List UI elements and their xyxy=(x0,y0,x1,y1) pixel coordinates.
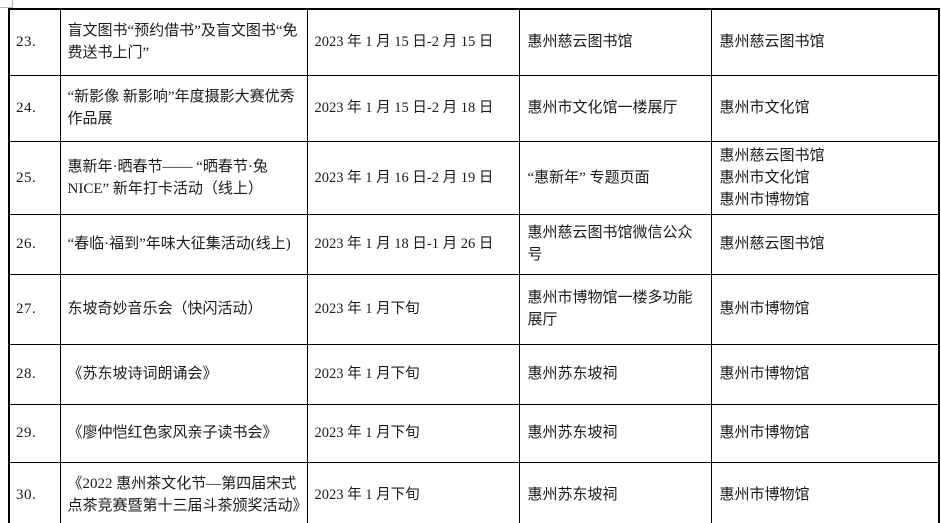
event-name-cell: “春临·福到”年味大征集活动(线上) xyxy=(59,213,308,275)
event-name-cell: 《廖仲恺红色家风亲子读书会》 xyxy=(59,403,308,463)
event-organizer-cell: 惠州慈云图书馆 xyxy=(710,213,940,275)
event-venue-cell: 惠州苏东坡祠 xyxy=(518,403,712,463)
row-number-cell: 25. xyxy=(8,140,61,215)
row-number-cell: 23. xyxy=(8,8,61,76)
table-row: 26. “春临·福到”年味大征集活动(线上) 2023 年 1 月 18 日-1… xyxy=(8,213,940,275)
row-number-cell: 26. xyxy=(8,213,61,275)
event-date-cell: 2023 年 1 月下旬 xyxy=(306,273,520,345)
event-organizer-cell: 惠州市博物馆 xyxy=(710,343,940,405)
event-venue-cell: 惠州市文化馆一楼展厅 xyxy=(518,74,712,142)
table-row: 30. 《2022 惠州茶文化节—第四届宋式点茶竞赛暨第十三届斗茶颁奖活动》 2… xyxy=(8,461,940,523)
event-date-cell: 2023 年 1 月下旬 xyxy=(306,403,520,463)
event-name-cell: 盲文图书“预约借书”及盲文图书“免费送书上门” xyxy=(59,8,308,76)
event-date-cell: 2023 年 1 月 16 日-2 月 19 日 xyxy=(306,140,520,215)
event-venue-cell: 惠州苏东坡祠 xyxy=(518,343,712,405)
event-date-cell: 2023 年 1 月下旬 xyxy=(306,461,520,523)
event-organizer-cell: 惠州慈云图书馆 惠州市文化馆 惠州市博物馆 xyxy=(710,140,940,215)
row-number-cell: 27. xyxy=(8,273,61,345)
table-row: 27. 东坡奇妙音乐会（快闪活动） 2023 年 1 月下旬 惠州市博物馆一楼多… xyxy=(8,273,940,345)
table-row: 28. 《苏东坡诗词朗诵会》 2023 年 1 月下旬 惠州苏东坡祠 惠州市博物… xyxy=(8,343,940,405)
event-venue-cell: 惠州慈云图书馆微信公众号 xyxy=(518,213,712,275)
event-venue-cell: “惠新年” 专题页面 xyxy=(518,140,712,215)
event-venue-cell: 惠州市博物馆一楼多功能展厅 xyxy=(518,273,712,345)
row-number-cell: 29. xyxy=(8,403,61,463)
cropped-row-artifact xyxy=(0,0,13,8)
event-name-cell: 东坡奇妙音乐会（快闪活动） xyxy=(59,273,308,345)
event-organizer-cell: 惠州市文化馆 xyxy=(710,74,940,142)
event-name-cell: 惠新年·晒春节—— “晒春节·兔NICE” 新年打卡活动（线上） xyxy=(59,140,308,215)
event-venue-cell: 惠州苏东坡祠 xyxy=(518,461,712,523)
event-date-cell: 2023 年 1 月 15 日-2 月 18 日 xyxy=(306,74,520,142)
event-name-cell: “新影像 新影响”年度摄影大赛优秀作品展 xyxy=(59,74,308,142)
event-organizer-cell: 惠州市博物馆 xyxy=(710,273,940,345)
row-number-cell: 24. xyxy=(8,74,61,142)
event-date-cell: 2023 年 1 月 18 日-1 月 26 日 xyxy=(306,213,520,275)
event-name-cell: 《苏东坡诗词朗诵会》 xyxy=(59,343,308,405)
table-row: 25. 惠新年·晒春节—— “晒春节·兔NICE” 新年打卡活动（线上） 202… xyxy=(8,140,940,215)
table-row: 23. 盲文图书“预约借书”及盲文图书“免费送书上门” 2023 年 1 月 1… xyxy=(8,8,940,76)
table-row: 29. 《廖仲恺红色家风亲子读书会》 2023 年 1 月下旬 惠州苏东坡祠 惠… xyxy=(8,403,940,463)
event-organizer-cell: 惠州市博物馆 xyxy=(710,403,940,463)
row-number-cell: 28. xyxy=(8,343,61,405)
event-name-cell: 《2022 惠州茶文化节—第四届宋式点茶竞赛暨第十三届斗茶颁奖活动》 xyxy=(59,461,308,523)
table-row: 24. “新影像 新影响”年度摄影大赛优秀作品展 2023 年 1 月 15 日… xyxy=(8,74,940,142)
event-date-cell: 2023 年 1 月 15 日-2 月 15 日 xyxy=(306,8,520,76)
event-date-cell: 2023 年 1 月下旬 xyxy=(306,343,520,405)
event-organizer-cell: 惠州慈云图书馆 xyxy=(710,8,940,76)
event-organizer-cell: 惠州市博物馆 xyxy=(710,461,940,523)
events-table: 23. 盲文图书“预约借书”及盲文图书“免费送书上门” 2023 年 1 月 1… xyxy=(8,8,940,523)
event-venue-cell: 惠州慈云图书馆 xyxy=(518,8,712,76)
row-number-cell: 30. xyxy=(8,461,61,523)
